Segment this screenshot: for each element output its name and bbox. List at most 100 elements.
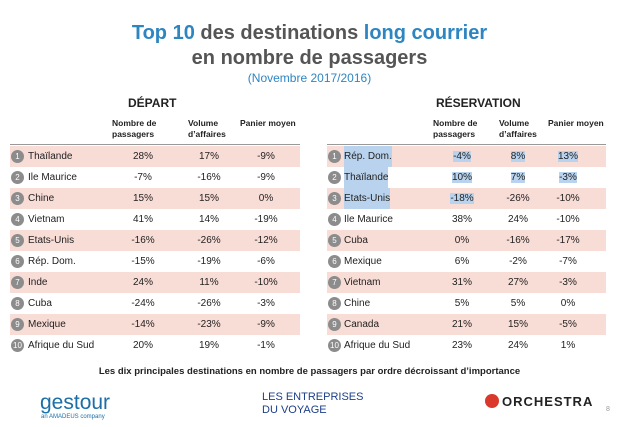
title-part: Top 10: [131, 22, 195, 44]
table-value: -5%: [543, 314, 593, 335]
logo-orchestra-icon: [485, 394, 499, 408]
rank-badge: 4: [11, 213, 24, 226]
table-value-text: -6%: [257, 256, 275, 267]
destination: Mexique: [28, 319, 66, 330]
table-value: -10%: [241, 272, 291, 293]
table-value: -14%: [118, 314, 168, 335]
table-value-text: 24%: [132, 277, 153, 288]
table-value-text: 23%: [451, 340, 472, 351]
column-header: Panier moyen: [240, 118, 296, 128]
table-value-text: 0%: [454, 235, 470, 246]
logo-edv-line: DU VOYAGE: [262, 404, 327, 416]
table-value-text: 5%: [454, 298, 470, 309]
table-value-text: -14%: [131, 319, 155, 330]
destination: Afrique du Sud: [344, 340, 411, 351]
table-value-text: -9%: [257, 151, 275, 162]
table-value: 0%: [241, 188, 291, 209]
destination: Vietnam: [28, 214, 65, 225]
rank-badge: 2: [328, 171, 341, 184]
table-value: -15%: [118, 251, 168, 272]
table-value-text: -26%: [506, 193, 530, 204]
table-value-text: -26%: [197, 298, 221, 309]
table-value-text: 6%: [454, 256, 470, 267]
rank-badge: 10: [11, 339, 24, 352]
table-value-text: 10%: [451, 172, 472, 183]
table-value-text: 13%: [557, 151, 578, 162]
table-value: 0%: [437, 230, 487, 251]
rank-badge: 3: [328, 192, 341, 205]
table-value-text: 24%: [507, 340, 528, 351]
table-value: -19%: [241, 209, 291, 230]
table-value: 24%: [493, 209, 543, 230]
table-value: 23%: [437, 335, 487, 356]
destination: Ile Maurice: [344, 214, 393, 225]
table-value: 24%: [493, 335, 543, 356]
header-rule: [327, 144, 606, 145]
table-value: 5%: [437, 293, 487, 314]
table-value-text: 0%: [560, 298, 576, 309]
rank-badge: 10: [328, 339, 341, 352]
rank-badge: 5: [11, 234, 24, 247]
destination: Afrique du Sud: [28, 340, 95, 351]
table-value: -3%: [241, 293, 291, 314]
table-value-text: -7%: [134, 172, 152, 183]
destination: Cuba: [344, 235, 368, 246]
table-value-text: 1%: [560, 340, 576, 351]
table-value: -12%: [241, 230, 291, 251]
table-value: 20%: [118, 335, 168, 356]
table-value: 14%: [184, 209, 234, 230]
table-value: 15%: [118, 188, 168, 209]
table-value-text: -10%: [556, 193, 580, 204]
table-value-text: -12%: [254, 235, 278, 246]
destination: Etats-Unis: [28, 235, 75, 246]
table-heading: RÉSERVATION: [436, 96, 521, 110]
destination: Cuba: [28, 298, 52, 309]
table-value-text: 15%: [132, 193, 153, 204]
table-value-text: 20%: [132, 340, 153, 351]
table-value: 15%: [184, 188, 234, 209]
destination: Rép. Dom.: [344, 146, 392, 167]
subtitle: (Novembre 2017/2016): [247, 71, 372, 85]
table-value: -6%: [241, 251, 291, 272]
rank-badge: 8: [328, 297, 341, 310]
table-value: -16%: [493, 230, 543, 251]
table-value: -3%: [543, 167, 593, 188]
table-value: -23%: [184, 314, 234, 335]
table-row: [10, 272, 300, 293]
table-value-text: 27%: [507, 277, 528, 288]
column-header: Volume d’affaires: [188, 118, 226, 139]
table-value-text: -17%: [556, 235, 580, 246]
rank-badge: 4: [328, 213, 341, 226]
table-value: -17%: [543, 230, 593, 251]
table-value: -16%: [184, 167, 234, 188]
destination: Chine: [344, 298, 371, 309]
table-value-text: -26%: [197, 235, 221, 246]
table-value: 8%: [493, 146, 543, 167]
table-row: [327, 314, 606, 335]
table-value-text: 15%: [507, 319, 528, 330]
destination: Thaïlande: [344, 167, 389, 188]
table-value-text: -16%: [131, 235, 155, 246]
column-header: Panier moyen: [548, 118, 604, 128]
table-value: 15%: [493, 314, 543, 335]
table-value-text: 24%: [507, 214, 528, 225]
table-value: -9%: [241, 314, 291, 335]
table-value-text: -10%: [556, 214, 580, 225]
destination: Chine: [28, 193, 55, 204]
table-value: 5%: [493, 293, 543, 314]
table-value: 7%: [493, 167, 543, 188]
table-value-text: -19%: [197, 256, 221, 267]
table-heading: DÉPART: [128, 96, 177, 110]
table-value: 38%: [437, 209, 487, 230]
rank-badge: 8: [11, 297, 24, 310]
table-value-text: -24%: [131, 298, 155, 309]
table-row: [10, 314, 300, 335]
table-value: 6%: [437, 251, 487, 272]
table-value: 21%: [437, 314, 487, 335]
table-value-text: -1%: [257, 340, 275, 351]
rank-badge: 6: [11, 255, 24, 268]
table-value-text: 14%: [198, 214, 219, 225]
column-header: Nombre de passagers: [433, 118, 478, 139]
table-value: 17%: [184, 146, 234, 167]
